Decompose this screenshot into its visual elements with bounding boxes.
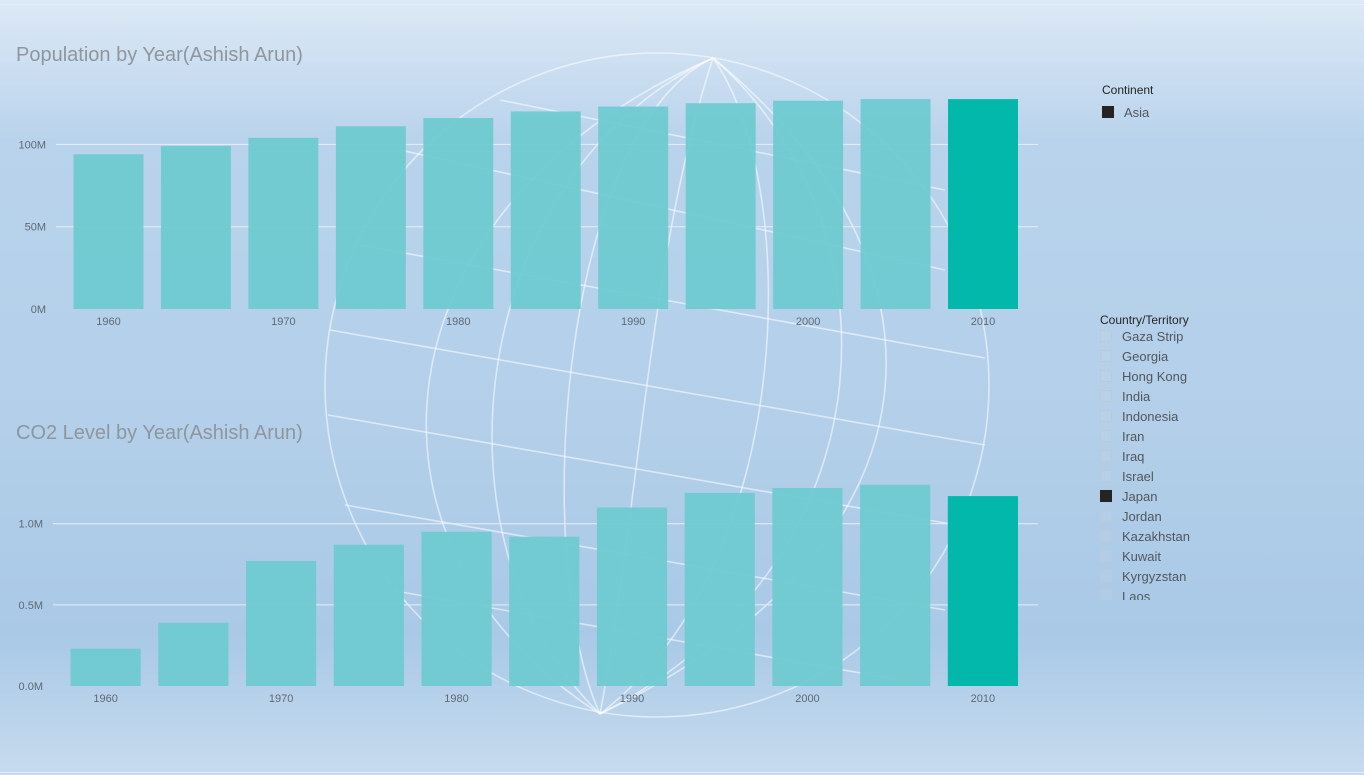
country-item-label: Hong Kong xyxy=(1122,369,1188,384)
x-tick-label: 1970 xyxy=(271,316,295,328)
country-item-label: Jordan xyxy=(1122,509,1162,524)
x-tick-label: 1980 xyxy=(446,316,470,328)
bar-2005[interactable] xyxy=(860,99,931,309)
x-tick-label: 1970 xyxy=(269,693,293,705)
checkbox-icon[interactable] xyxy=(1100,590,1112,600)
checkbox-icon[interactable] xyxy=(1100,410,1112,422)
country-item-label: Kuwait xyxy=(1122,549,1162,564)
bar-2000[interactable] xyxy=(772,487,843,686)
population-chart-title: Population by Year(Ashish Arun) xyxy=(16,44,303,66)
bar-1990[interactable] xyxy=(596,507,668,686)
y-tick-label: 1.0M xyxy=(19,519,43,531)
bar-1975[interactable] xyxy=(333,544,404,686)
country-item-label: Iran xyxy=(1122,429,1145,444)
bar-1990[interactable] xyxy=(598,106,669,310)
checkbox-icon[interactable] xyxy=(1100,330,1112,342)
bar-1970[interactable] xyxy=(246,561,317,686)
checkbox-icon[interactable] xyxy=(1100,570,1112,582)
y-tick-label: 100M xyxy=(18,139,46,151)
country-item-label: Laos xyxy=(1122,589,1151,600)
x-tick-label: 1990 xyxy=(620,693,644,705)
continent-item-label: Asia xyxy=(1124,105,1150,120)
y-tick-label: 0M xyxy=(31,304,46,316)
bar-1980[interactable] xyxy=(423,118,494,310)
bar-1985[interactable] xyxy=(509,536,580,686)
x-tick-label: 2000 xyxy=(796,316,820,328)
checkbox-icon[interactable] xyxy=(1100,490,1112,502)
bar-2010[interactable] xyxy=(947,496,1018,686)
x-tick-label: 1960 xyxy=(96,316,120,328)
country-slicer-list[interactable]: Gaza Strip Georgia Hong Kong India Indonesia… xyxy=(1100,328,1240,600)
bar-2000[interactable] xyxy=(773,100,844,309)
report-canvas xyxy=(0,4,1364,773)
x-tick-label: 1990 xyxy=(621,316,645,328)
x-tick-label: 2010 xyxy=(971,316,995,328)
bar-1995[interactable] xyxy=(685,103,756,309)
bar-1970[interactable] xyxy=(248,137,319,309)
co2-chart-title: CO2 Level by Year(Ashish Arun) xyxy=(16,422,303,444)
bar-1965[interactable] xyxy=(158,622,229,686)
bar-1995[interactable] xyxy=(684,492,755,686)
bar-2010[interactable] xyxy=(948,99,1018,309)
country-item-label: Gaza Strip xyxy=(1122,329,1184,344)
checkbox-icon[interactable] xyxy=(1100,370,1112,382)
bar-1960[interactable] xyxy=(73,154,144,309)
bar-1985[interactable] xyxy=(510,111,581,309)
bar-1975[interactable] xyxy=(335,126,406,310)
checkbox-icon[interactable] xyxy=(1100,390,1112,402)
continent-slicer-title: Continent xyxy=(1102,83,1154,97)
checkbox-icon[interactable] xyxy=(1100,550,1112,562)
country-item-label: Israel xyxy=(1122,469,1154,484)
checkbox-icon[interactable] xyxy=(1100,510,1112,522)
checkbox-icon[interactable] xyxy=(1100,530,1112,542)
country-slicer-title: Country/Territory xyxy=(1100,313,1189,327)
checkbox-icon[interactable] xyxy=(1100,470,1112,482)
y-tick-label: 0.5M xyxy=(19,600,43,612)
bar-2005[interactable] xyxy=(860,484,931,686)
country-item-label: Georgia xyxy=(1122,349,1169,364)
checkbox-icon[interactable] xyxy=(1100,350,1112,362)
country-item-label: India xyxy=(1122,389,1151,404)
bar-1965[interactable] xyxy=(160,146,231,309)
bar-1980[interactable] xyxy=(421,531,492,686)
country-item-label: Indonesia xyxy=(1122,409,1179,424)
checkbox-icon[interactable] xyxy=(1102,106,1114,118)
checkbox-icon[interactable] xyxy=(1100,450,1112,462)
country-item-label: Kazakhstan xyxy=(1122,529,1190,544)
x-tick-label: 1960 xyxy=(93,693,117,705)
x-tick-label: 2000 xyxy=(795,693,819,705)
country-item-label: Japan xyxy=(1122,489,1158,504)
x-tick-label: 2010 xyxy=(971,693,995,705)
country-item-label: Iraq xyxy=(1122,449,1145,464)
bar-1960[interactable] xyxy=(70,648,141,686)
y-tick-label: 50M xyxy=(25,222,46,234)
y-tick-label: 0.0M xyxy=(19,681,43,693)
country-item-label: Kyrgyzstan xyxy=(1122,569,1187,584)
x-tick-label: 1980 xyxy=(444,693,468,705)
checkbox-icon[interactable] xyxy=(1100,430,1112,442)
